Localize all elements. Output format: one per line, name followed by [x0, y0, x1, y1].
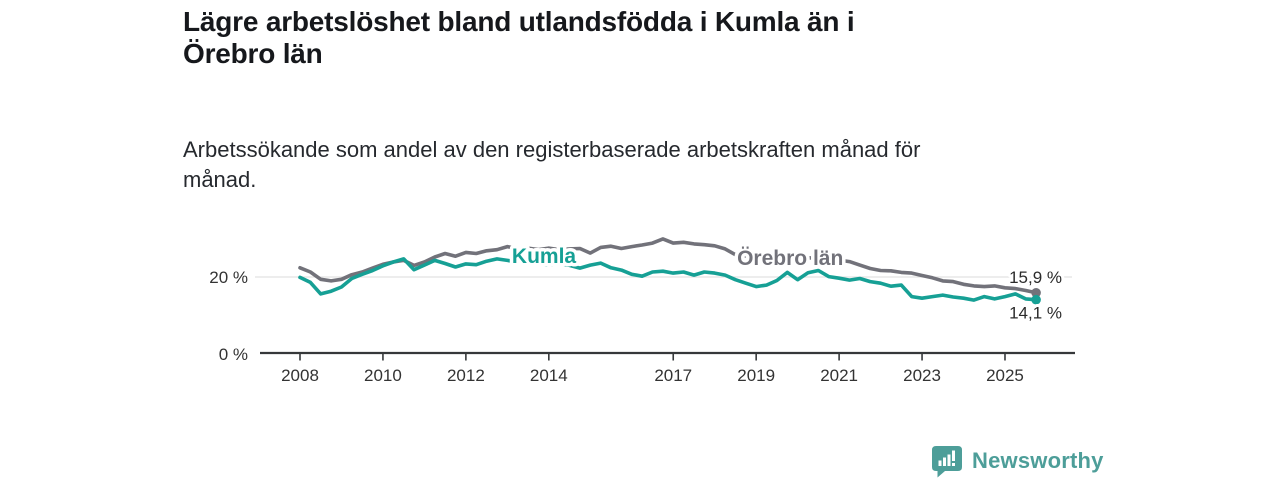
end-value-label-kumla: 14,1 %: [1009, 304, 1062, 323]
x-axis-label-2019: 2019: [737, 366, 775, 385]
y-axis-label-20: 20 %: [209, 268, 248, 287]
newsworthy-speech-bubble-icon: [932, 445, 962, 477]
bar-medium: [943, 457, 946, 466]
x-axis-label-2025: 2025: [986, 366, 1024, 385]
exclamation-stem: [952, 450, 955, 461]
x-axis-label-2012: 2012: [447, 366, 485, 385]
exclamation-dot: [952, 462, 955, 466]
x-axis-label-2023: 2023: [903, 366, 941, 385]
series-line--rebro-l-n: [298, 237, 1038, 295]
x-axis-label-2021: 2021: [820, 366, 858, 385]
newsworthy-wordmark: Newsworthy: [972, 448, 1104, 473]
bar-large: [947, 454, 951, 466]
page-title: Lägre arbetslöshet bland utlandsfödda i …: [183, 6, 855, 69]
x-axis-label-2014: 2014: [530, 366, 568, 385]
x-axis-label-2008: 2008: [281, 366, 319, 385]
y-axis-label-0: 0 %: [219, 345, 248, 364]
newsworthy-logo: Newsworthy: [931, 444, 1104, 478]
chart-subtitle: Arbetssökande som andel av den registerb…: [183, 137, 921, 192]
x-axis-label-2017: 2017: [654, 366, 692, 385]
series-end-dot--rebro-l-n: [1031, 287, 1041, 298]
series-end-dot-kumla: [1031, 294, 1041, 305]
series-label--rebro-l-n: Örebro län: [737, 247, 843, 270]
series-line-kumla: [298, 257, 1038, 302]
end-value-label--rebro-l-n: 15,9 %: [1009, 268, 1062, 287]
series-label-kumla: Kumla: [512, 245, 577, 268]
x-axis-label-2010: 2010: [364, 366, 402, 385]
bar-small: [938, 460, 942, 466]
